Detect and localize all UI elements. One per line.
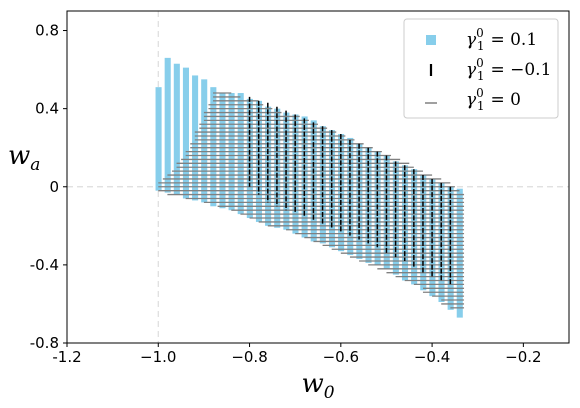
y-axis-ticks: -0.8 -0.4 0 0.4 0.8 (30, 22, 67, 352)
legend-box (403, 18, 559, 119)
x-tick-label: −0.2 (505, 348, 541, 366)
x-tick-label: -1.2 (52, 348, 81, 366)
x-tick-label: −1.0 (140, 348, 176, 366)
region-column (210, 87, 217, 207)
legend-label: γ0 1 = −0.1 (466, 56, 551, 83)
y-axis-label: wa (8, 141, 40, 175)
region-column (219, 93, 226, 209)
region-column (173, 63, 180, 195)
y-tick-label: -0.8 (30, 334, 59, 352)
x-tick-label: −0.8 (231, 348, 267, 366)
region-column (155, 87, 162, 191)
legend-label: γ0 1 = 0.1 (466, 26, 537, 53)
x-tick-label: −0.4 (414, 348, 450, 366)
region-column (201, 79, 208, 203)
series-gamma-0 (158, 92, 465, 309)
y-tick-label: 0 (49, 178, 59, 196)
y-tick-label: 0.4 (35, 100, 59, 118)
region-column (310, 120, 317, 242)
x-tick-label: −0.6 (323, 348, 359, 366)
region-column (328, 130, 336, 248)
region-column (301, 116, 308, 238)
plot-frame (66, 10, 570, 344)
region-column (237, 93, 244, 215)
legend-marker-square (426, 35, 436, 45)
x-axis-ticks: -1.2 −1.0 −0.8 −0.6 −0.4 −0.2 (52, 343, 542, 366)
y-tick-label: 0.8 (35, 22, 59, 40)
series-gamma-neg-0.1 (248, 96, 452, 285)
region-column (192, 75, 199, 201)
legend: γ0 1 = 0.1 γ0 1 = −0.1 γ0 1 = 0 (403, 18, 559, 119)
region-column (164, 57, 171, 193)
legend-label: γ0 1 = 0 (466, 86, 521, 113)
region-column (319, 126, 326, 244)
y-tick-label: -0.4 (30, 256, 59, 274)
x-axis-label: w0 (301, 369, 334, 403)
region-column (182, 67, 189, 199)
region-column (338, 134, 345, 252)
